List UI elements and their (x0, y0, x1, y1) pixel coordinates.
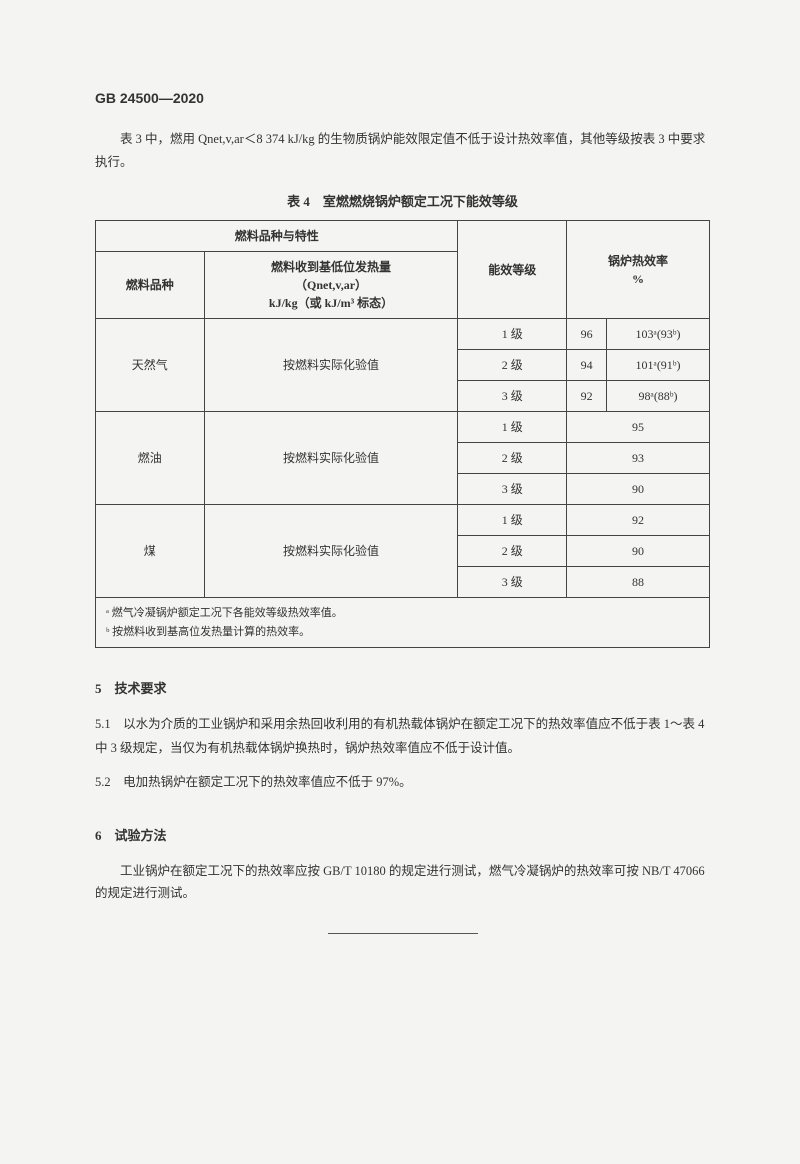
eff-cell: 94 (567, 350, 607, 381)
eff-cell: 95 (567, 412, 710, 443)
table-header-row-1: 燃料品种与特性 能效等级 锅炉热效率 % (96, 221, 710, 252)
section-5-2: 5.2 电加热锅炉在额定工况下的热效率值应不低于 97%。 (95, 771, 710, 795)
fuel-spec: 按燃料实际化验值 (204, 319, 458, 412)
eff-cell: 90 (567, 474, 710, 505)
col-eff: 锅炉热效率 % (567, 221, 710, 319)
table-footnote-row: ᵃ 燃气冷凝锅炉额定工况下各能效等级热效率值。 ᵇ 按燃料收到基高位发热量计算的… (96, 598, 710, 648)
table-row: 煤 按燃料实际化验值 1 级 92 (96, 505, 710, 536)
col-hv-l2: （Qnet,v,ar） (295, 278, 367, 292)
eff-cell: 92 (567, 505, 710, 536)
standard-header: GB 24500—2020 (95, 90, 710, 106)
col-level: 能效等级 (458, 221, 567, 319)
eff-cell: 96 (567, 319, 607, 350)
eff-cell-ext: 101ᵃ(91ᵇ) (607, 350, 710, 381)
footnote-a: ᵃ 燃气冷凝锅炉额定工况下各能效等级热效率值。 (106, 607, 343, 619)
col-fuel-type: 燃料品种 (96, 252, 205, 319)
intro-paragraph: 表 3 中，燃用 Qnet,v,ar＜8 374 kJ/kg 的生物质锅炉能效限… (95, 128, 710, 173)
eff-cell: 92 (567, 381, 607, 412)
table-4-title: 表 4 室燃燃烧锅炉额定工况下能效等级 (95, 191, 710, 210)
section-5-title: 5 技术要求 (95, 678, 710, 697)
col-eff-line1: 锅炉热效率 (608, 254, 668, 268)
eff-cell: 88 (567, 567, 710, 598)
level-cell: 3 级 (458, 567, 567, 598)
table-footnote: ᵃ 燃气冷凝锅炉额定工况下各能效等级热效率值。 ᵇ 按燃料收到基高位发热量计算的… (96, 598, 710, 648)
col-heat-value: 燃料收到基低位发热量 （Qnet,v,ar） kJ/kg（或 kJ/m³ 标态） (204, 252, 458, 319)
fuel-spec: 按燃料实际化验值 (204, 412, 458, 505)
section-6-body: 工业锅炉在额定工况下的热效率应按 GB/T 10180 的规定进行测试，燃气冷凝… (95, 860, 710, 905)
col-hv-l1: 燃料收到基低位发热量 (271, 260, 391, 274)
section-6-title: 6 试验方法 (95, 825, 710, 844)
eff-cell: 93 (567, 443, 710, 474)
level-cell: 1 级 (458, 319, 567, 350)
fuel-name: 煤 (96, 505, 205, 598)
end-divider (328, 933, 478, 934)
level-cell: 2 级 (458, 536, 567, 567)
level-cell: 1 级 (458, 412, 567, 443)
fuel-name: 天然气 (96, 319, 205, 412)
table-row: 燃油 按燃料实际化验值 1 级 95 (96, 412, 710, 443)
eff-cell-ext: 103ᵃ(93ᵇ) (607, 319, 710, 350)
section-5-1: 5.1 以水为介质的工业锅炉和采用余热回收利用的有机热载体锅炉在额定工况下的热效… (95, 713, 710, 761)
table-4: 燃料品种与特性 能效等级 锅炉热效率 % 燃料品种 燃料收到基低位发热量 （Qn… (95, 220, 710, 648)
eff-cell-ext: 98ᵃ(88ᵇ) (607, 381, 710, 412)
col-hv-l3: kJ/kg（或 kJ/m³ 标态） (269, 296, 393, 310)
table-row: 天然气 按燃料实际化验值 1 级 96 103ᵃ(93ᵇ) (96, 319, 710, 350)
level-cell: 2 级 (458, 350, 567, 381)
level-cell: 3 级 (458, 474, 567, 505)
eff-cell: 90 (567, 536, 710, 567)
level-cell: 3 级 (458, 381, 567, 412)
col-group-fuel: 燃料品种与特性 (96, 221, 458, 252)
level-cell: 1 级 (458, 505, 567, 536)
col-eff-line2: % (632, 272, 644, 286)
footnote-b: ᵇ 按燃料收到基高位发热量计算的热效率。 (106, 626, 310, 638)
fuel-name: 燃油 (96, 412, 205, 505)
level-cell: 2 级 (458, 443, 567, 474)
fuel-spec: 按燃料实际化验值 (204, 505, 458, 598)
page-content: GB 24500—2020 表 3 中，燃用 Qnet,v,ar＜8 374 k… (0, 0, 800, 1164)
